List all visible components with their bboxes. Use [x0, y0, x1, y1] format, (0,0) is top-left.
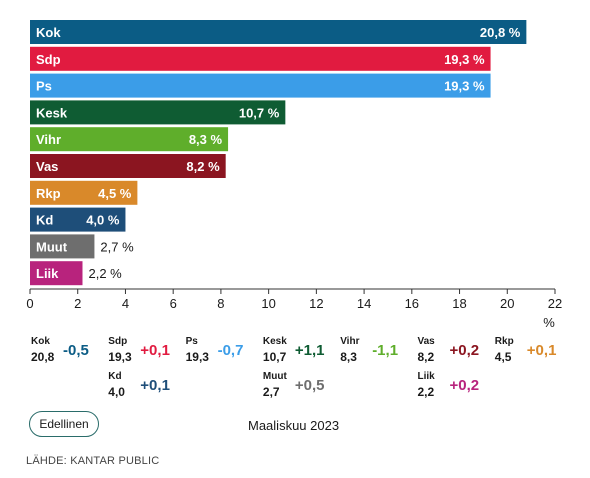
- legend-party-change: -0,7: [217, 342, 244, 359]
- bar-value-vihr: 8,3 %: [189, 132, 223, 147]
- legend-party-value: 2,2: [417, 385, 435, 399]
- legend-party-value: 19,3: [108, 350, 132, 364]
- bar-label-vihr: Vihr: [36, 132, 61, 147]
- x-ticks-group: 0 2 4 6 8 10 12 14 16 18 20 22: [26, 289, 562, 311]
- legend-party-name: Ps: [185, 336, 198, 347]
- bar-label-kd: Kd: [36, 213, 53, 228]
- legend-party-value: 4,5: [494, 350, 512, 364]
- bar-vas: [30, 154, 226, 178]
- legend-party-change: +0,2: [449, 342, 480, 359]
- x-tick-label: 22: [548, 296, 562, 311]
- x-tick-label: 12: [309, 296, 323, 311]
- bar-label-kok: Kok: [36, 25, 61, 40]
- legend-party-value: 4,0: [108, 385, 125, 399]
- legend-item-vas: Vas 8,2 +0,2: [418, 336, 496, 366]
- legend-party-change: -0,5: [63, 342, 89, 359]
- x-tick-label: 18: [452, 296, 466, 311]
- x-tick-label: 20: [500, 296, 514, 311]
- legend-party-name: Vas: [417, 336, 435, 347]
- bar-rkp: [30, 180, 138, 205]
- legend-party-name: Muut: [262, 371, 287, 382]
- bar-label-muut: Muut: [36, 239, 68, 254]
- bar-liik: [30, 261, 83, 286]
- legend-party-value: 2,7: [262, 385, 280, 399]
- legend-party-value: 20,8: [31, 350, 55, 364]
- bar-value-kesk: 10,7 %: [239, 105, 280, 120]
- bar-value-rkp: 4,5 %: [98, 186, 132, 201]
- x-axis-unit: %: [543, 315, 555, 330]
- bar-label-sdp: Sdp: [36, 52, 61, 67]
- bar-kok: [30, 20, 527, 44]
- legend-party-value: 10,7: [262, 350, 287, 364]
- change-legend: Kok 20,8 -0,5 Sdp 19,3 +0,1 Ps 19,3 -0,7 Kesk 10,7…: [31, 336, 571, 400]
- legend-item-muut: Muut 2,7 +0,5: [263, 371, 341, 401]
- bar-value-muut: 2,7 %: [100, 239, 134, 254]
- bar-kd: [30, 207, 126, 232]
- bar-value-kd: 4,0 %: [86, 213, 120, 228]
- bar-label-vas: Vas: [36, 159, 58, 174]
- legend-party-name: Kok: [31, 336, 50, 347]
- legend-party-change: -1,1: [372, 342, 399, 359]
- x-tick-label: 14: [357, 296, 371, 311]
- bar-label-liik: Liik: [36, 266, 59, 281]
- bar-muut: [30, 234, 95, 259]
- bar-chart: Kok 20,8 % Sdp 19,3 % Ps 19,3 % Kesk 10,7 % Vihr…: [26, 20, 562, 330]
- x-tick-label: 8: [217, 296, 224, 311]
- legend-party-name: Kd: [108, 371, 122, 382]
- bar-label-kesk: Kesk: [36, 105, 68, 120]
- bar-sdp: [30, 46, 491, 71]
- period-label: Maaliskuu 2023: [248, 418, 340, 433]
- legend-item-kok: Kok 20,8 -0,5: [31, 336, 109, 366]
- bar-label-ps: Ps: [36, 79, 52, 94]
- legend-party-value: 8,3: [340, 350, 357, 364]
- legend-item-ps: Ps 19,3 -0,7: [186, 336, 264, 366]
- legend-item-sdp: Sdp 19,3 +0,1: [108, 336, 186, 366]
- bar-value-liik: 2,2 %: [89, 266, 123, 281]
- bar-value-kok: 20,8 %: [480, 25, 521, 40]
- legend-party-change: +0,1: [140, 377, 170, 394]
- bar-value-vas: 8,2 %: [186, 159, 220, 174]
- legend-item-kesk: Kesk 10,7 +1,1: [263, 336, 341, 366]
- bars-group: Kok 20,8 % Sdp 19,3 % Ps 19,3 % Kesk 10,7 % Vihr…: [30, 20, 527, 286]
- legend-party-name: Kesk: [262, 336, 287, 347]
- x-tick-label: 10: [261, 296, 275, 311]
- x-tick-label: 16: [405, 296, 419, 311]
- legend-party-change: +0,5: [294, 377, 325, 394]
- legend-party-change: +0,1: [140, 342, 170, 359]
- legend-item-vihr: Vihr 8,3 -1,1: [340, 336, 418, 366]
- legend-party-name: Sdp: [108, 336, 128, 347]
- bar-ps: [30, 73, 491, 98]
- bar-vihr: [30, 127, 229, 152]
- legend-party-change: +0,2: [449, 377, 480, 394]
- legend-item-kd: Kd 4,0 +0,1: [108, 371, 186, 401]
- legend-party-change: +1,1: [294, 342, 325, 359]
- x-tick-label: 6: [170, 296, 177, 311]
- x-tick-label: 4: [122, 296, 129, 311]
- x-tick-label: 2: [74, 296, 81, 311]
- bar-value-sdp: 19,3 %: [444, 52, 485, 67]
- bar-kesk: [30, 100, 286, 125]
- bar-label-rkp: Rkp: [36, 186, 61, 201]
- bar-value-ps: 19,3 %: [444, 79, 485, 94]
- legend-party-name: Liik: [417, 371, 435, 382]
- legend-party-value: 8,2: [417, 350, 435, 364]
- source-label: LÄHDE: KANTAR PUBLIC: [26, 455, 160, 467]
- legend-party-value: 19,3: [185, 350, 209, 364]
- legend-party-change: +0,1: [526, 342, 557, 359]
- x-tick-label: 0: [26, 296, 33, 311]
- legend-item-rkp: Rkp 4,5 +0,1: [495, 336, 573, 366]
- legend-party-name: Vihr: [340, 336, 360, 347]
- legend-item-liik: Liik 2,2 +0,2: [418, 371, 496, 401]
- previous-button[interactable]: Edellinen: [29, 411, 99, 437]
- legend-party-name: Rkp: [494, 336, 514, 347]
